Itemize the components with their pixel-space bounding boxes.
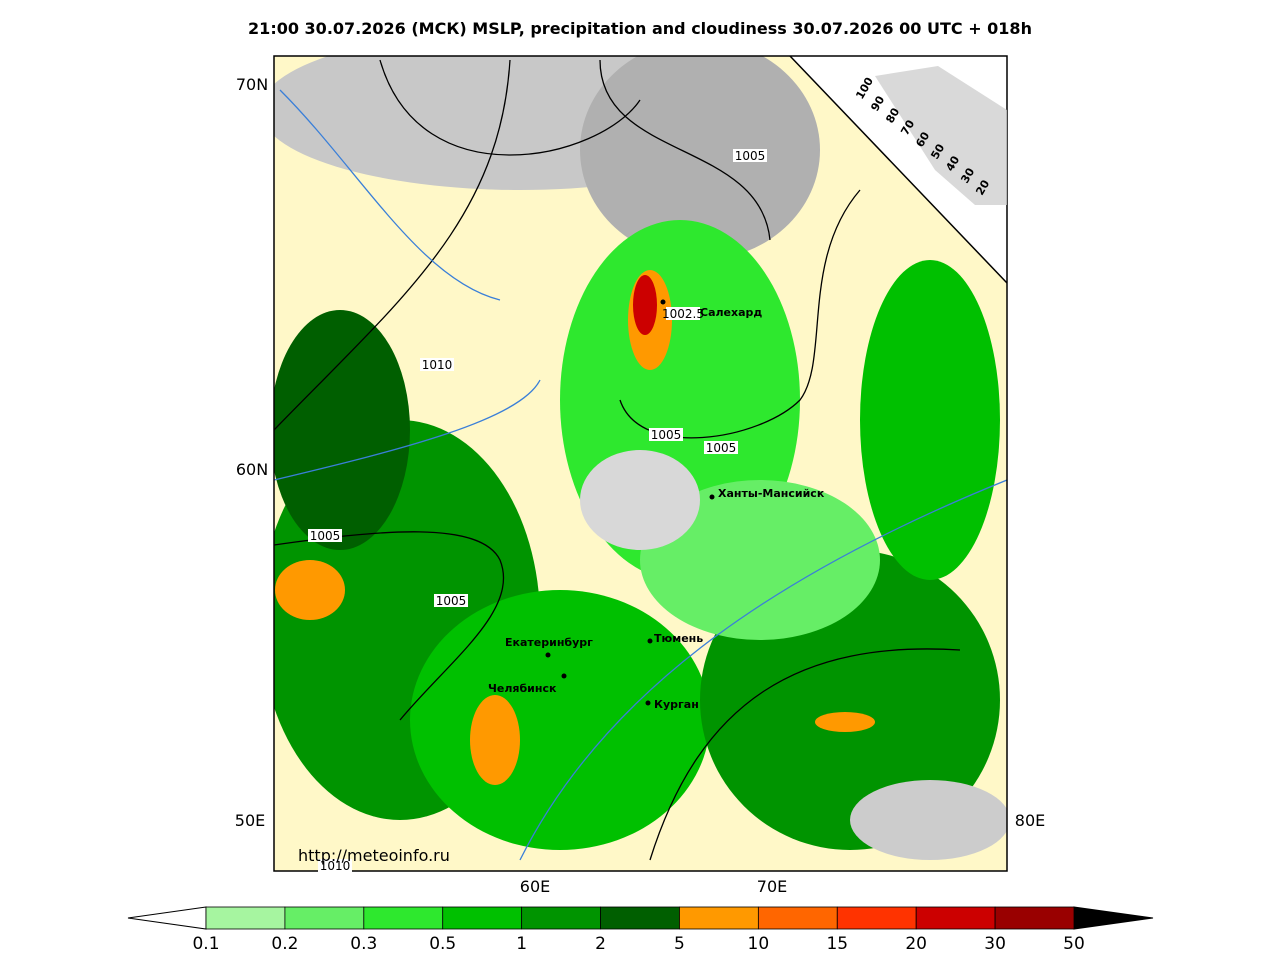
isobar-label-bg xyxy=(733,149,767,162)
legend-swatch xyxy=(600,906,680,930)
isobar-label: 1005 xyxy=(706,441,737,455)
legend-swatch xyxy=(679,906,759,930)
legend-label: 50 xyxy=(1063,934,1085,954)
title: 21:00 30.07.2026 (МСК) MSLP, precipitati… xyxy=(248,19,1032,38)
isobar-label-bg xyxy=(434,594,468,607)
isobar-label: 1010 xyxy=(320,859,351,873)
legend-swatch xyxy=(757,906,838,930)
isobar-label-bg xyxy=(318,859,352,872)
map-frame xyxy=(273,55,1008,872)
city-dot xyxy=(545,652,551,658)
city-dot xyxy=(645,700,651,706)
legend-label: 15 xyxy=(826,934,848,954)
legend-swatch xyxy=(284,906,365,930)
lat-label: 50E xyxy=(235,811,265,830)
url: http://meteoinfo.ru xyxy=(298,846,450,865)
city-label: Екатеринбург xyxy=(505,636,593,649)
legend-label: 20 xyxy=(905,934,927,954)
legend-label: 5 xyxy=(674,934,685,954)
isobar-label-bg xyxy=(666,307,700,320)
isobar-label: 1005 xyxy=(651,428,682,442)
legend-swatch xyxy=(915,906,996,930)
lat-label: 70N xyxy=(236,75,268,94)
city-dot xyxy=(709,494,715,500)
legend-label: 30 xyxy=(984,934,1006,954)
city-dot xyxy=(647,638,653,644)
legend-swatch xyxy=(205,906,286,930)
city-label: Тюмень xyxy=(654,632,703,645)
isobar-label: 1005 xyxy=(310,529,341,543)
isobar-label-bg xyxy=(704,441,738,454)
city-label: Курган xyxy=(654,698,699,711)
legend-swatch xyxy=(442,906,523,930)
lon-label: 60E xyxy=(520,877,550,896)
legend-label: 1 xyxy=(516,934,527,954)
legend-label: 0.1 xyxy=(192,934,219,954)
city-label: Ханты-Мансийск xyxy=(718,487,825,500)
isobar-label-bg xyxy=(649,428,683,441)
isobar-label: 1005 xyxy=(436,594,467,608)
legend-label: 2 xyxy=(595,934,606,954)
legend-swatch xyxy=(363,906,444,930)
legend-label: 0.5 xyxy=(429,934,456,954)
city-dot xyxy=(561,673,567,679)
legend-label: 0.3 xyxy=(350,934,377,954)
lat-label: 60N xyxy=(236,460,268,479)
city-label: Челябинск xyxy=(488,682,557,695)
legend-label: 10 xyxy=(748,934,770,954)
legend-swatch xyxy=(836,906,917,930)
map xyxy=(274,56,1007,871)
lon-label: 70E xyxy=(757,877,787,896)
isobar-label: 1010 xyxy=(422,358,453,372)
legend-swatch xyxy=(994,906,1075,930)
legend-arrow-high xyxy=(1073,906,1154,930)
city-label: Салехард xyxy=(700,306,762,319)
city-dot xyxy=(660,299,666,305)
legend-arrow-low xyxy=(127,906,207,930)
isobar-label-bg xyxy=(308,529,342,542)
legend-label: 0.2 xyxy=(271,934,298,954)
lon-label: 80E xyxy=(1015,811,1045,830)
isobar-label: 1005 xyxy=(735,149,766,163)
isobar-label: 1002.5 xyxy=(662,307,704,321)
legend-swatch xyxy=(521,906,601,930)
isobar-label-bg xyxy=(420,358,454,371)
